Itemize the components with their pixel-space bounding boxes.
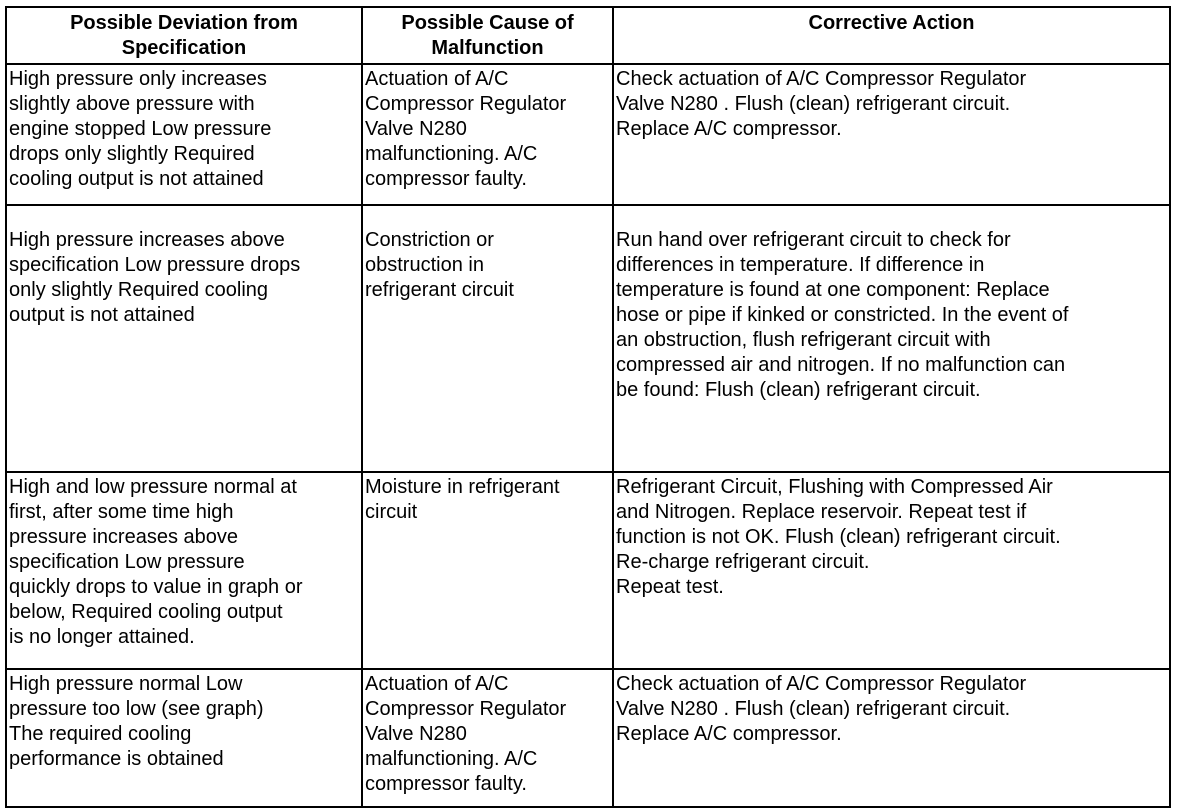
cause-cell: Actuation of A/C Compressor Regulator Va… <box>361 63 614 206</box>
cause-cell: Actuation of A/C Compressor Regulator Va… <box>361 668 614 808</box>
deviation-cell: High pressure increases above specificat… <box>5 204 363 473</box>
action-cell: Check actuation of A/C Compressor Regula… <box>612 668 1171 808</box>
table-row: High and low pressure normal at first, a… <box>5 471 1171 670</box>
table-row: High pressure only increases slightly ab… <box>5 63 1171 206</box>
table-row: High pressure normal Low pressure too lo… <box>5 668 1171 808</box>
deviation-cell: High and low pressure normal at first, a… <box>5 471 363 670</box>
cause-cell: Constriction or obstruction in refrigera… <box>361 204 614 473</box>
action-cell: Refrigerant Circuit, Flushing with Compr… <box>612 471 1171 670</box>
header-deviation: Possible Deviation from Specification <box>5 6 363 65</box>
table-row: High pressure increases above specificat… <box>5 204 1171 473</box>
action-cell: Check actuation of A/C Compressor Regula… <box>612 63 1171 206</box>
header-action: Corrective Action <box>612 6 1171 65</box>
deviation-cell: High pressure only increases slightly ab… <box>5 63 363 206</box>
header-row: Possible Deviation from Specification Po… <box>5 6 1171 65</box>
header-cause: Possible Cause of Malfunction <box>361 6 614 65</box>
cause-cell: Moisture in refrigerant circuit <box>361 471 614 670</box>
action-cell: Run hand over refrigerant circuit to che… <box>612 204 1171 473</box>
troubleshooting-table: Possible Deviation from Specification Po… <box>5 6 1171 808</box>
deviation-cell: High pressure normal Low pressure too lo… <box>5 668 363 808</box>
